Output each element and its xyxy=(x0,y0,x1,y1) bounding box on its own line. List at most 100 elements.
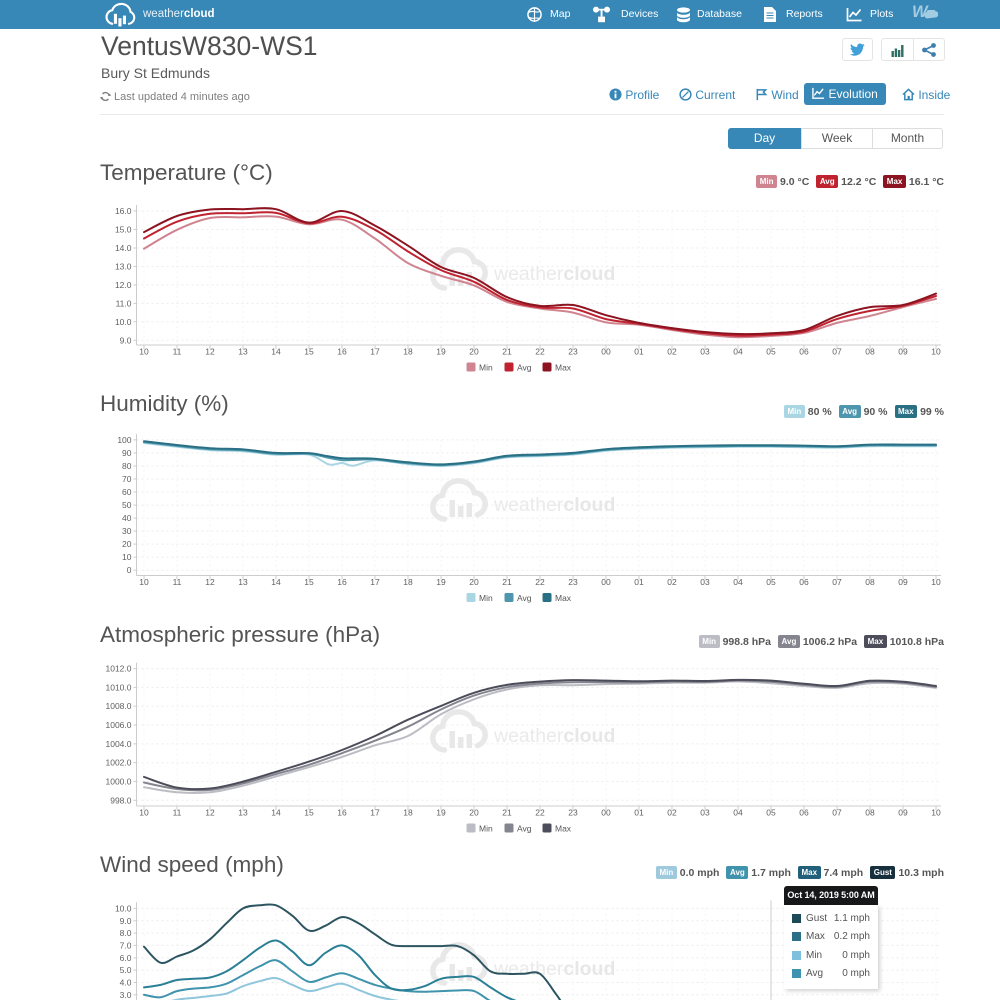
svg-text:11: 11 xyxy=(173,347,182,357)
svg-text:30: 30 xyxy=(122,526,132,536)
svg-text:Max: Max xyxy=(555,363,572,373)
svg-text:1008.0: 1008.0 xyxy=(106,701,132,711)
svg-text:09: 09 xyxy=(898,808,908,818)
svg-text:06: 06 xyxy=(799,808,809,818)
svg-text:11.0: 11.0 xyxy=(116,298,132,308)
svg-text:03: 03 xyxy=(700,577,710,587)
svg-text:05: 05 xyxy=(766,577,776,587)
svg-text:19: 19 xyxy=(436,577,446,587)
svg-text:weathercloud: weathercloud xyxy=(493,958,615,980)
svg-text:06: 06 xyxy=(799,347,809,357)
svg-text:08: 08 xyxy=(865,577,875,587)
svg-text:16: 16 xyxy=(337,808,347,818)
svg-text:15.0: 15.0 xyxy=(115,225,132,235)
svg-text:21: 21 xyxy=(502,808,512,818)
svg-text:4.0: 4.0 xyxy=(120,978,132,988)
svg-text:21: 21 xyxy=(502,347,512,357)
svg-text:16.0: 16.0 xyxy=(115,206,132,216)
svg-text:6.0: 6.0 xyxy=(120,953,132,963)
svg-text:21: 21 xyxy=(502,577,512,587)
svg-text:10.0: 10.0 xyxy=(115,903,132,913)
svg-text:04: 04 xyxy=(733,577,743,587)
svg-text:60: 60 xyxy=(122,487,132,497)
svg-text:23: 23 xyxy=(568,347,578,357)
svg-text:15: 15 xyxy=(304,347,314,357)
svg-text:00: 00 xyxy=(601,347,611,357)
svg-text:11: 11 xyxy=(173,808,182,818)
svg-text:01: 01 xyxy=(634,347,644,357)
svg-text:10: 10 xyxy=(931,808,941,818)
svg-text:9.0: 9.0 xyxy=(120,335,132,345)
svg-text:Avg: Avg xyxy=(517,824,532,834)
svg-text:12: 12 xyxy=(205,347,215,357)
svg-text:weathercloud: weathercloud xyxy=(493,494,615,516)
svg-text:19: 19 xyxy=(436,347,446,357)
svg-text:12.0: 12.0 xyxy=(115,280,132,290)
svg-text:1006.0: 1006.0 xyxy=(106,720,132,730)
svg-text:10: 10 xyxy=(931,347,941,357)
svg-text:3.0: 3.0 xyxy=(120,990,132,1000)
svg-text:22: 22 xyxy=(535,577,545,587)
svg-text:80: 80 xyxy=(122,461,132,471)
svg-text:20: 20 xyxy=(469,808,479,818)
svg-text:50: 50 xyxy=(122,500,132,510)
svg-text:04: 04 xyxy=(733,808,743,818)
svg-text:07: 07 xyxy=(832,577,842,587)
svg-text:20: 20 xyxy=(469,347,479,357)
svg-text:03: 03 xyxy=(700,808,710,818)
svg-text:10.0: 10.0 xyxy=(115,317,132,327)
svg-text:13: 13 xyxy=(238,577,248,587)
svg-text:13: 13 xyxy=(238,808,248,818)
svg-text:0: 0 xyxy=(127,565,132,575)
svg-text:17: 17 xyxy=(370,577,380,587)
svg-text:05: 05 xyxy=(766,808,776,818)
svg-text:02: 02 xyxy=(667,347,677,357)
svg-text:02: 02 xyxy=(667,808,677,818)
svg-text:Max: Max xyxy=(555,593,572,603)
svg-text:17: 17 xyxy=(370,347,380,357)
svg-text:70: 70 xyxy=(122,474,132,484)
svg-text:20: 20 xyxy=(469,577,479,587)
svg-text:Min: Min xyxy=(479,824,493,834)
svg-text:15: 15 xyxy=(304,808,314,818)
svg-text:100: 100 xyxy=(117,435,131,445)
svg-text:1010.0: 1010.0 xyxy=(106,682,132,692)
svg-text:03: 03 xyxy=(700,347,710,357)
svg-text:05: 05 xyxy=(766,347,776,357)
svg-text:22: 22 xyxy=(535,808,545,818)
svg-text:12: 12 xyxy=(205,577,215,587)
svg-text:Min: Min xyxy=(479,593,493,603)
svg-text:20: 20 xyxy=(122,539,132,549)
svg-text:14: 14 xyxy=(271,808,281,818)
svg-text:1002.0: 1002.0 xyxy=(106,758,132,768)
svg-text:16: 16 xyxy=(337,347,347,357)
svg-text:90: 90 xyxy=(122,448,132,458)
svg-text:weathercloud: weathercloud xyxy=(493,725,615,747)
svg-text:08: 08 xyxy=(865,347,875,357)
svg-text:12: 12 xyxy=(205,808,215,818)
svg-text:weathercloud: weathercloud xyxy=(493,263,615,285)
svg-text:Avg: Avg xyxy=(517,363,532,373)
svg-text:1004.0: 1004.0 xyxy=(106,739,132,749)
svg-text:18: 18 xyxy=(403,808,413,818)
svg-text:16: 16 xyxy=(337,577,347,587)
svg-text:40: 40 xyxy=(122,513,132,523)
svg-text:1012.0: 1012.0 xyxy=(106,664,132,674)
svg-text:18: 18 xyxy=(403,347,413,357)
svg-text:08: 08 xyxy=(865,808,875,818)
svg-text:04: 04 xyxy=(733,347,743,357)
svg-text:1000.0: 1000.0 xyxy=(106,777,132,787)
svg-text:11: 11 xyxy=(173,577,182,587)
svg-text:01: 01 xyxy=(634,808,644,818)
svg-text:10: 10 xyxy=(931,577,941,587)
svg-text:14: 14 xyxy=(271,347,281,357)
svg-text:18: 18 xyxy=(403,577,413,587)
svg-text:8.0: 8.0 xyxy=(120,928,132,938)
svg-text:14: 14 xyxy=(271,577,281,587)
svg-text:00: 00 xyxy=(601,577,611,587)
svg-text:09: 09 xyxy=(898,347,908,357)
svg-text:19: 19 xyxy=(436,808,446,818)
svg-text:01: 01 xyxy=(634,577,644,587)
svg-text:998.0: 998.0 xyxy=(110,795,132,805)
svg-text:23: 23 xyxy=(568,577,578,587)
